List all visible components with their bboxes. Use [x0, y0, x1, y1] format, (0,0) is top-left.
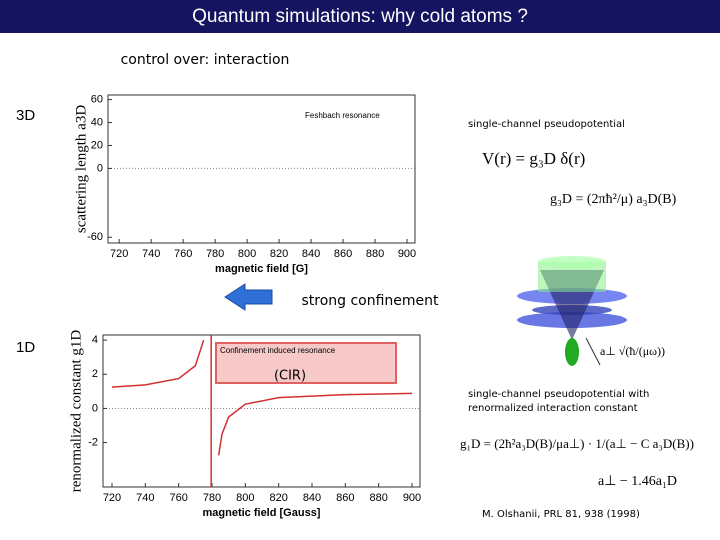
- formula: a⊥ − 1.46a₁D: [598, 474, 677, 489]
- x-tick-label: 720: [110, 248, 128, 260]
- y-tick-label: -2: [88, 437, 98, 449]
- x-axis-label: magnetic field [Gauss]: [203, 507, 321, 519]
- x-axis-label: magnetic field [G]: [215, 263, 308, 275]
- plot-frame: [102, 334, 421, 488]
- x-tick-label: 820: [269, 492, 287, 504]
- plot-frame: [107, 94, 416, 244]
- x-tick-label: 900: [403, 492, 421, 504]
- cir-label: (CIR): [274, 369, 306, 384]
- y-tick-label: 2: [92, 368, 98, 380]
- y-tick-label: 0: [97, 162, 103, 174]
- x-tick-label: 900: [398, 248, 416, 260]
- y-axis-label: scattering length a3D: [73, 105, 89, 233]
- formula: V(r) = g₃D δ(r): [482, 149, 585, 168]
- note-bottom: single-channel pseudopotential with: [468, 389, 649, 400]
- formula: a⊥ √(ħ/(μω)): [600, 344, 665, 358]
- annotation: Confinement induced resonance: [220, 346, 336, 355]
- y-tick-label: 0: [92, 402, 98, 414]
- formula: g₃D = (2πħ²/μ) a₃D(B): [550, 192, 677, 207]
- x-tick-label: 880: [369, 492, 387, 504]
- x-tick-label: 800: [238, 248, 256, 260]
- y-tick-label: 4: [92, 334, 98, 346]
- cir-box: [215, 342, 397, 384]
- x-tick-label: 720: [103, 492, 121, 504]
- trap-illustration: [517, 256, 627, 366]
- formula: g₁D = (2ħ²a₃D(B)/μa⊥) · 1/(a⊥ − C a₃D(B)…: [460, 436, 694, 451]
- y-tick-label: 20: [91, 139, 103, 151]
- label-3d: 3D: [16, 107, 35, 124]
- x-tick-label: 860: [336, 492, 354, 504]
- subtitle: control over: interaction: [121, 52, 290, 68]
- data-line: [111, 339, 413, 456]
- label-1d: 1D: [16, 339, 35, 356]
- x-tick-label: 760: [169, 492, 187, 504]
- y-tick-label: 40: [91, 116, 103, 128]
- x-tick-label: 760: [174, 248, 192, 260]
- x-tick-label: 840: [303, 492, 321, 504]
- arrow: [224, 283, 273, 311]
- annotation: Feshbach resonance: [305, 111, 380, 120]
- y-axis-label: renormalized constant g1D: [68, 330, 84, 493]
- note-bottom: renormalized interaction constant: [468, 403, 638, 414]
- x-tick-label: 740: [142, 248, 160, 260]
- x-tick-label: 800: [236, 492, 254, 504]
- reference: M. Olshanii, PRL 81, 938 (1998): [482, 509, 640, 520]
- title-bar: [0, 0, 720, 33]
- slide-title: Quantum simulations: why cold atoms ?: [192, 6, 528, 27]
- note-top: single-channel pseudopotential: [468, 119, 625, 130]
- x-tick-label: 840: [302, 248, 320, 260]
- x-tick-label: 780: [206, 248, 224, 260]
- y-tick-label: -60: [87, 231, 103, 243]
- x-tick-label: 780: [203, 492, 221, 504]
- x-tick-label: 860: [334, 248, 352, 260]
- x-tick-label: 740: [136, 492, 154, 504]
- y-tick-label: 60: [91, 93, 103, 105]
- x-tick-label: 880: [366, 248, 384, 260]
- arrow-label: strong confinement: [301, 293, 439, 309]
- x-tick-label: 820: [270, 248, 288, 260]
